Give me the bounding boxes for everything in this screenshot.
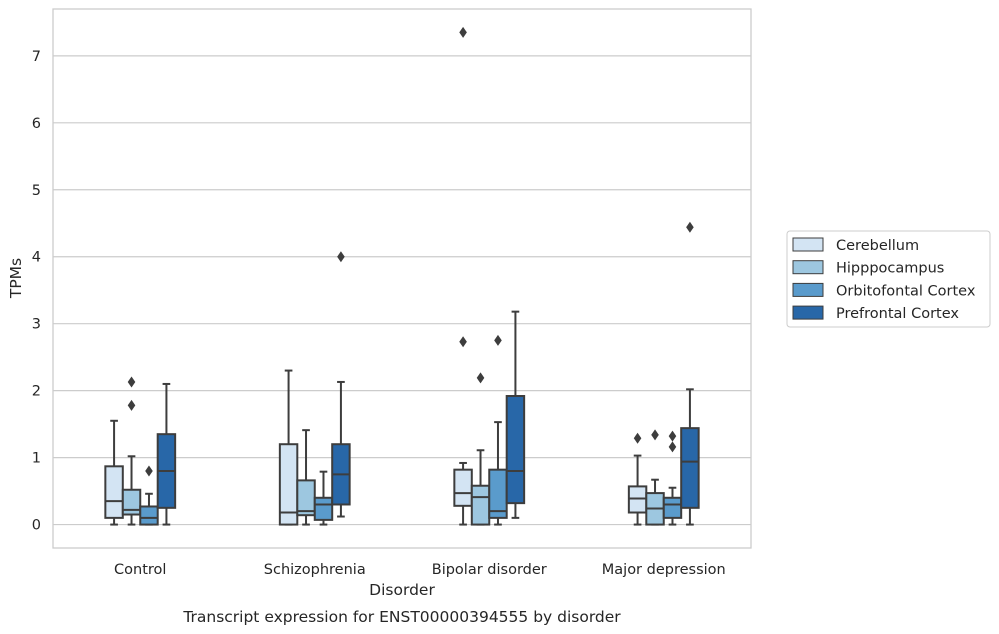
y-tick-label: 1	[32, 451, 41, 467]
box-0-1	[121, 376, 142, 526]
box-1-1	[296, 429, 316, 526]
outlier-point	[494, 334, 502, 346]
legend-label: Orbitofontal Cortex	[836, 283, 976, 299]
iqr-box	[121, 488, 142, 516]
outlier-point	[127, 376, 136, 388]
iqr-box	[470, 484, 491, 526]
box-3-0	[627, 432, 648, 526]
y-tick-label: 4	[32, 250, 41, 266]
iqr-box	[139, 505, 159, 526]
iqr-box	[104, 465, 124, 519]
outlier-point	[476, 372, 485, 384]
box-1-0	[278, 369, 299, 526]
y-tick-label: 6	[32, 116, 41, 132]
x-tick-label: Schizophrenia	[264, 562, 366, 578]
box-0-3	[156, 382, 177, 526]
x-axis-title: Disorder	[369, 581, 435, 599]
legend: Cerebellum Hipppocampus Orbitofontal Corte…	[786, 230, 991, 328]
outlier-point	[145, 465, 153, 477]
x-tick-labels: Control Schizophrenia Bipolar disorder Majo…	[114, 562, 726, 578]
legend-swatch	[792, 237, 824, 252]
legend-frame	[786, 230, 991, 328]
y-tick-label: 7	[32, 49, 41, 65]
outlier-point	[633, 432, 642, 444]
outlier-point	[337, 251, 345, 263]
box-3-3	[680, 221, 700, 526]
iqr-box	[680, 427, 700, 509]
box-3-2	[662, 430, 683, 526]
iqr-box	[313, 496, 334, 521]
legend-swatch	[792, 260, 824, 275]
iqr-box	[296, 479, 316, 517]
plot-frame	[52, 8, 752, 549]
iqr-box	[505, 395, 526, 505]
outlier-point	[668, 441, 677, 453]
legend-label: Cerebellum	[836, 238, 919, 254]
iqr-box	[662, 496, 683, 519]
box-2-2	[488, 334, 508, 526]
chart-caption: Transcript expression for ENST0000039455…	[182, 608, 621, 626]
outlier-point	[459, 336, 467, 348]
y-tick-label: 2	[32, 384, 41, 400]
legend-label: Hipppocampus	[836, 261, 944, 277]
box-1-2	[313, 470, 334, 526]
y-tick-label: 3	[32, 317, 41, 333]
iqr-box	[453, 468, 473, 507]
box-0-2	[139, 465, 159, 526]
outlier-point	[668, 430, 677, 442]
legend-label: Prefrontal Cortex	[836, 306, 959, 322]
outlier-point	[127, 399, 136, 411]
boxes	[104, 26, 700, 526]
y-tick-labels: 0 1 2 3 4 5 6 7	[32, 49, 41, 534]
x-tick-label: Bipolar disorder	[432, 562, 547, 578]
box-2-0	[453, 26, 473, 526]
x-tick-label: Major depression	[602, 562, 726, 578]
legend-swatch	[792, 305, 824, 320]
y-tick-label: 0	[32, 518, 41, 534]
outlier-point	[686, 221, 694, 233]
y-tick-label: 5	[32, 183, 41, 199]
iqr-box	[627, 485, 648, 514]
box-2-3	[505, 310, 526, 519]
outlier-point	[459, 26, 467, 38]
outlier-point	[651, 429, 659, 441]
legend-swatch	[792, 282, 824, 297]
box-0-0	[104, 419, 124, 526]
y-axis-title: TPMs	[7, 258, 25, 299]
box-1-3	[331, 251, 351, 518]
x-tick-label: Control	[114, 562, 166, 578]
